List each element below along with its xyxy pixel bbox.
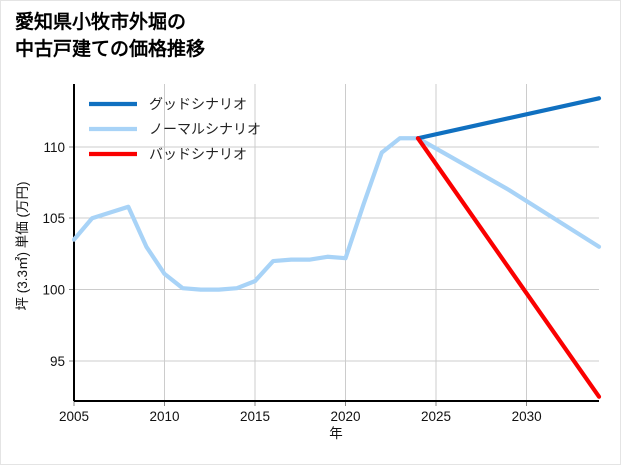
y-tick-label: 100 bbox=[42, 283, 65, 298]
series-line-bad bbox=[415, 136, 602, 399]
y-tick-label: 110 bbox=[43, 140, 65, 155]
x-tick-label: 2010 bbox=[149, 409, 179, 424]
series-line-normal bbox=[71, 136, 602, 292]
series-lines bbox=[71, 96, 602, 399]
x-tick-label: 2015 bbox=[240, 409, 270, 424]
x-axis-title: 年 bbox=[329, 426, 343, 441]
legend-label: ノーマルシナリオ bbox=[149, 121, 261, 137]
y-axis-title: 坪 (3.3㎡) 単価 (万円) bbox=[15, 181, 30, 310]
y-tick-labels: 95 100 105 110 bbox=[42, 140, 65, 369]
chart-title: 愛知県小牧市外堀の 中古戸建ての価格推移 bbox=[15, 12, 206, 60]
legend-label: バッドシナリオ bbox=[149, 146, 247, 162]
series-line-good bbox=[415, 96, 602, 141]
legend-label: グッドシナリオ bbox=[149, 96, 247, 112]
y-tick-label: 95 bbox=[50, 354, 65, 369]
tickmarks bbox=[69, 146, 528, 406]
x-tick-label: 2030 bbox=[512, 409, 542, 424]
x-tick-label: 2020 bbox=[331, 409, 361, 424]
y-tick-label: 105 bbox=[42, 211, 65, 226]
x-tick-labels: 2005 2010 2015 2020 2025 2030 bbox=[59, 409, 542, 424]
x-tick-label: 2005 bbox=[59, 409, 89, 424]
gridlines bbox=[74, 84, 599, 401]
x-tick-label: 2025 bbox=[421, 409, 451, 424]
